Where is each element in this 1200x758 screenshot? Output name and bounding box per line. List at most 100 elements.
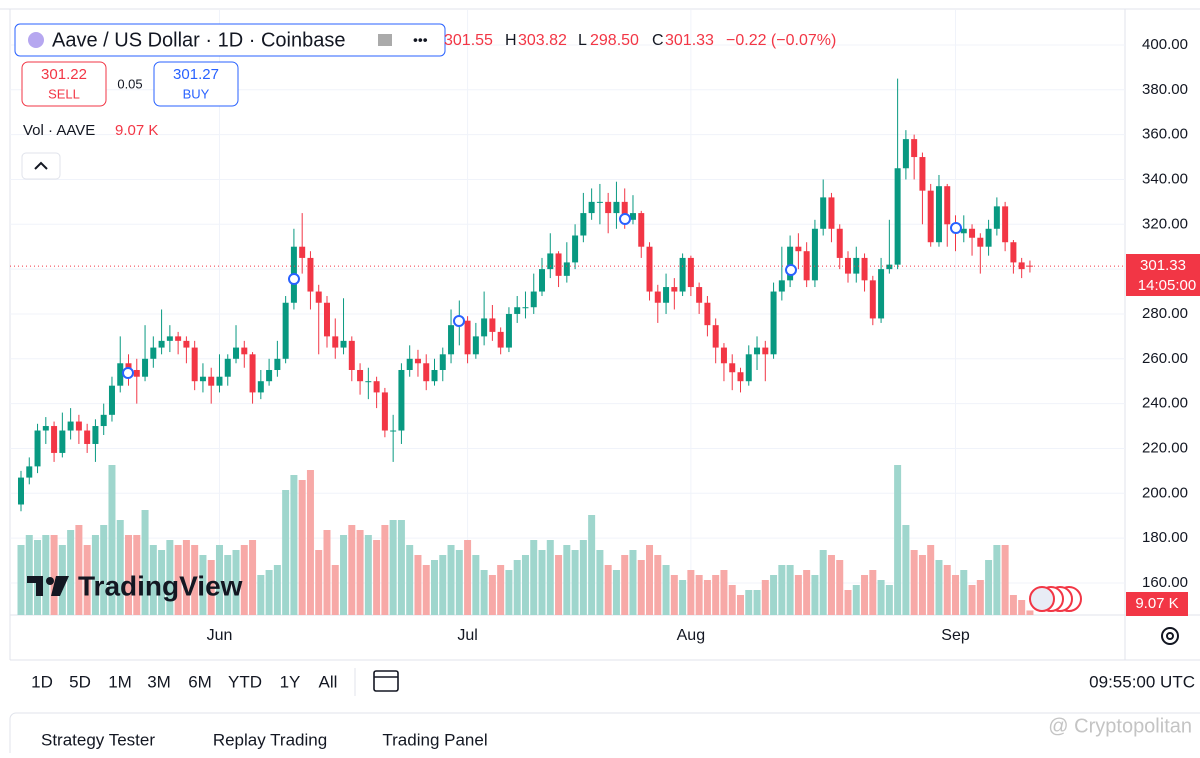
volume-badge-value: 9.07 K (1135, 595, 1178, 612)
candle-body (26, 466, 33, 478)
volume-bar (960, 570, 968, 615)
volume-bar (83, 545, 91, 615)
close-key: C (652, 32, 664, 49)
candle-body (745, 354, 752, 382)
candle-body (183, 340, 190, 348)
candle-body (150, 347, 157, 359)
candle-body (1010, 242, 1017, 263)
symbol-box[interactable] (14, 23, 446, 57)
volume-bar (687, 570, 695, 615)
candle-body (555, 253, 562, 276)
candle-body (489, 318, 496, 332)
volume-bar (770, 575, 778, 615)
volume-bar (265, 570, 273, 615)
more-icon[interactable]: ••• (413, 32, 428, 48)
logo-mark (27, 576, 43, 596)
volume-bar (315, 550, 323, 615)
volume-bar (670, 575, 678, 615)
candle-body (580, 213, 587, 236)
volume-bar (306, 470, 314, 615)
volume-bar (943, 565, 951, 615)
candle-body (811, 228, 818, 281)
y-tick-label: 320.00 (1142, 215, 1188, 232)
x-tick-label: Aug (677, 627, 705, 644)
candle-body (67, 421, 74, 431)
buy-label: BUY (183, 86, 210, 101)
y-tick-label: 380.00 (1142, 81, 1188, 98)
volume-bar (133, 535, 141, 615)
candle-body (588, 201, 595, 214)
candle-body (530, 291, 537, 308)
volume-bar (794, 575, 802, 615)
price-badge-price: 301.33 (1140, 257, 1186, 274)
volume-bar (819, 550, 827, 615)
volume-bar (736, 595, 744, 615)
collapse-icon (34, 161, 48, 170)
volume-bar (538, 550, 546, 615)
volume-bar (25, 535, 33, 615)
candle-body (927, 190, 934, 243)
settings-icon-core (1166, 632, 1174, 640)
volume-bar (331, 565, 339, 615)
volume-bar (50, 535, 58, 615)
volume-bar (191, 545, 199, 615)
event-marker[interactable] (453, 315, 465, 327)
candle-body (646, 246, 653, 292)
candle-body (911, 139, 918, 158)
settings-icon[interactable] (1161, 627, 1179, 645)
candle-body (423, 363, 430, 382)
flag (1029, 586, 1055, 612)
bottom-tab[interactable]: Trading Panel (382, 730, 487, 749)
range-button[interactable]: All (319, 672, 338, 691)
buy-button[interactable] (153, 61, 239, 107)
candle-body (820, 197, 827, 229)
volume-bar (827, 555, 835, 615)
volume-bar (588, 515, 596, 615)
range-button[interactable]: 6M (188, 672, 212, 691)
event-marker[interactable] (619, 213, 631, 225)
clock: 09:55:00 UTC (1089, 672, 1195, 691)
volume-bar (422, 565, 430, 615)
event-marker[interactable] (122, 367, 134, 379)
event-marker[interactable] (785, 264, 797, 276)
volume-bar (373, 540, 381, 615)
candle-body (332, 336, 339, 348)
collapse-button[interactable] (21, 152, 61, 180)
change-value: −0.22 (−0.07%) (726, 32, 836, 49)
high-key: H (505, 32, 517, 49)
x-tick-label: Jun (207, 627, 233, 644)
bottom-tabs: Strategy Tester Replay Trading Trading Pan… (41, 730, 488, 749)
range-button[interactable]: 1D (31, 672, 53, 691)
buy-price: 301.27 (173, 66, 219, 83)
logo-text: TradingView (78, 570, 243, 601)
volume-bar (778, 565, 786, 615)
candle-layer (10, 78, 1125, 512)
date-range-icon[interactable] (373, 670, 399, 692)
candle-body (836, 228, 843, 258)
candle-body (679, 257, 686, 292)
volume-bar (158, 550, 166, 615)
volume-bar (472, 555, 480, 615)
bottom-tab[interactable]: Strategy Tester (41, 730, 155, 749)
event-marker[interactable] (288, 273, 300, 285)
range-buttons: 1D 5D 1M 3M 6M YTD 1Y All (31, 672, 337, 691)
bottom-tab[interactable]: Replay Trading (213, 730, 327, 749)
volume-bar (381, 525, 389, 615)
candle-body (737, 372, 744, 382)
candle-body (894, 168, 901, 265)
range-button[interactable]: 3M (147, 672, 171, 691)
event-marker[interactable] (950, 222, 962, 234)
candle-body (199, 376, 206, 382)
range-button[interactable]: 5D (69, 672, 91, 691)
range-button[interactable]: YTD (228, 672, 262, 691)
volume-bar (852, 585, 860, 615)
candle-body (944, 186, 951, 225)
volume-bar (100, 525, 108, 615)
sell-button[interactable] (21, 61, 107, 107)
range-button[interactable]: 1M (108, 672, 132, 691)
range-button[interactable]: 1Y (280, 672, 301, 691)
volume-bar (125, 535, 133, 615)
candle-body (51, 426, 58, 453)
volume-bar (579, 540, 587, 615)
